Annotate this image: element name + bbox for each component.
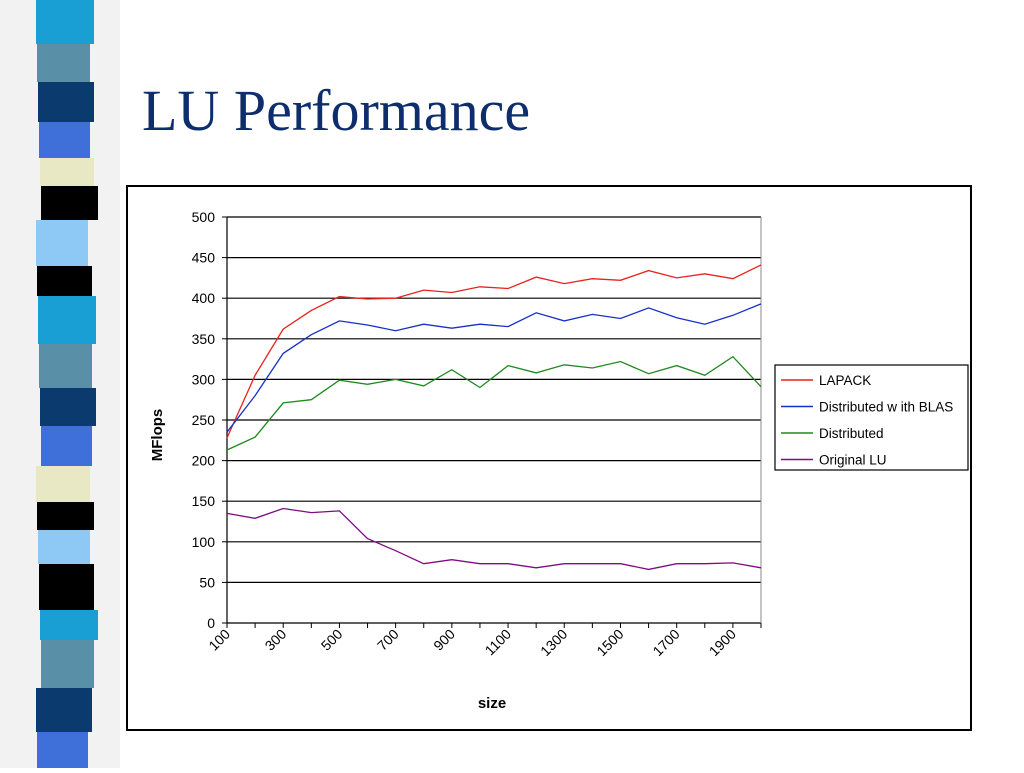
- strip-block: [40, 610, 98, 640]
- series-line-original-lu: [226, 507, 762, 571]
- y-tick-label: 300: [192, 371, 216, 387]
- x-tick-label: 1300: [537, 626, 570, 659]
- y-tick-label: 400: [192, 290, 216, 306]
- series-lines: [226, 264, 762, 571]
- legend-box: [774, 364, 969, 471]
- y-tick-label: 450: [192, 250, 216, 266]
- y-axis-title: MFlops: [149, 409, 166, 462]
- x-tick-label: 700: [374, 626, 402, 654]
- legend-label: LAPACK: [819, 373, 871, 388]
- strip-block: [37, 502, 94, 530]
- strip-block: [37, 732, 88, 770]
- strip-block: [36, 220, 88, 266]
- y-tick-label: 250: [192, 412, 216, 428]
- x-tick-label: 1900: [706, 626, 739, 659]
- y-tick-label: 0: [207, 615, 215, 631]
- strip-block: [41, 426, 92, 466]
- strip-block: [39, 122, 90, 158]
- gridlines: [227, 216, 761, 583]
- x-tick-label: 500: [318, 626, 346, 654]
- strip-block: [41, 640, 94, 688]
- y-tick-label: 150: [192, 493, 216, 509]
- strip-block: [38, 530, 90, 564]
- strip-block: [40, 388, 96, 426]
- strip-block: [38, 296, 96, 344]
- strip-block: [36, 0, 94, 44]
- strip-block: [38, 82, 94, 122]
- strip-block: [41, 186, 98, 220]
- legend: LAPACK Distributed w ith BLAS Distributed O…: [774, 364, 969, 471]
- legend-label: Original LU: [819, 453, 887, 468]
- strip-block: [40, 158, 94, 186]
- decorative-color-strip: [0, 0, 120, 770]
- y-tick-label: 200: [192, 453, 216, 469]
- x-axis-title: size: [478, 695, 506, 712]
- series-line-distributed: [226, 355, 762, 451]
- series-line-lapack: [226, 264, 762, 439]
- x-tick-label: 300: [262, 626, 290, 654]
- strip-block: [37, 266, 92, 296]
- strip-block: [39, 344, 92, 388]
- x-tick-label: 1500: [593, 626, 626, 659]
- y-tick-label: 500: [192, 209, 216, 225]
- x-tick-label: 1100: [482, 626, 515, 659]
- y-tick-label: 100: [192, 534, 216, 550]
- strip-block: [39, 564, 94, 610]
- y-tick-label: 350: [192, 331, 216, 347]
- slide-title: LU Performance: [142, 78, 531, 143]
- strip-block: [36, 466, 90, 502]
- x-tick-label: 900: [430, 626, 458, 654]
- series-line-distributed-w-ith-blas: [226, 303, 762, 433]
- strip-block: [37, 44, 90, 82]
- x-tick-label: 1700: [649, 626, 682, 659]
- strip-block: [36, 688, 92, 732]
- legend-label: Distributed: [819, 426, 884, 441]
- legend-label: Distributed w ith BLAS: [819, 400, 953, 415]
- y-tick-label: 50: [199, 574, 215, 590]
- chart-frame: 0 50 100 150 200 250 300 350 400 450 500 100 300 500 7…: [126, 185, 972, 731]
